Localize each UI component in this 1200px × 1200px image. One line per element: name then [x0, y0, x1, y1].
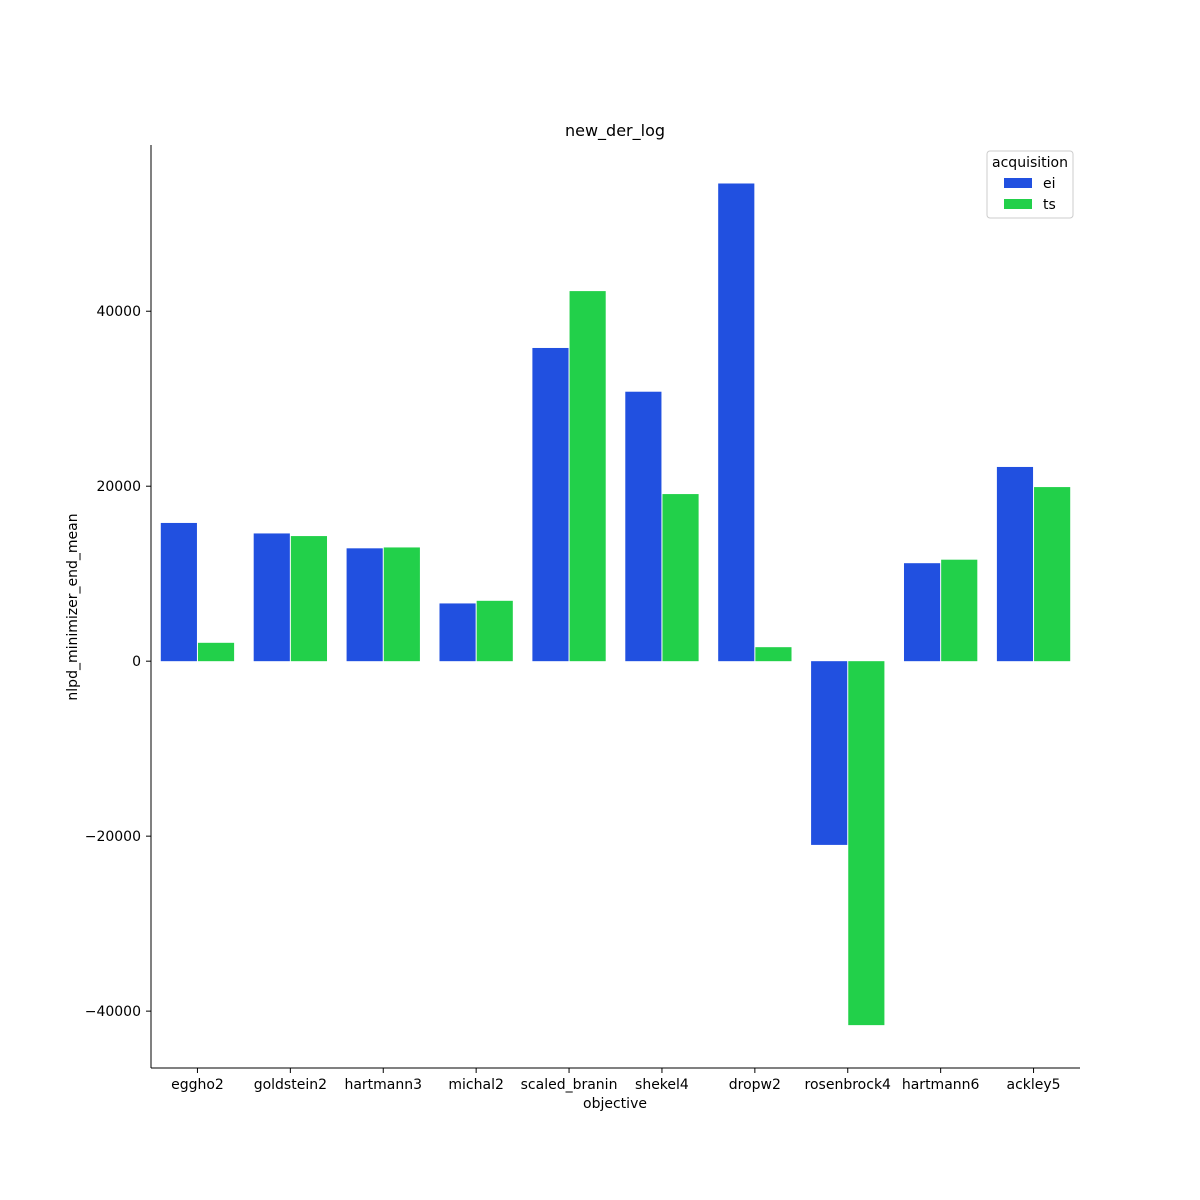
- bar-ei-rosenbrock4: [811, 661, 848, 845]
- x-tick-label: rosenbrock4: [805, 1077, 891, 1093]
- x-tick-label: goldstein2: [254, 1077, 327, 1093]
- bar-ts-ackley5: [1034, 487, 1071, 662]
- x-tick-label: eggho2: [171, 1077, 224, 1093]
- legend-swatch-ts: [1004, 199, 1032, 209]
- bars: [160, 183, 1071, 1026]
- legend-title: acquisition: [992, 155, 1068, 171]
- x-tick-label: dropw2: [729, 1077, 781, 1093]
- x-tick-label: ackley5: [1007, 1077, 1061, 1093]
- bar-ei-shekel4: [625, 391, 662, 662]
- bar-ei-dropw2: [718, 183, 755, 662]
- x-tick-label: hartmann3: [344, 1077, 422, 1093]
- bar-ts-shekel4: [662, 494, 699, 662]
- bar-ts-michal2: [476, 600, 513, 662]
- bar-ei-hartmann6: [903, 563, 941, 662]
- bar-ei-eggho2: [160, 522, 197, 662]
- y-tick-label: 0: [132, 654, 141, 670]
- legend-label-ei: ei: [1043, 176, 1056, 192]
- x-tick-label: michal2: [448, 1077, 503, 1093]
- y-tick-label: −20000: [85, 829, 141, 845]
- legend-label-ts: ts: [1043, 197, 1056, 213]
- x-ticks: eggho2 goldstein2 hartmann3 michal2 scaled_b…: [171, 1068, 1061, 1093]
- chart-title: new_der_log: [565, 121, 665, 141]
- bar-ts-eggho2: [197, 642, 235, 662]
- bar-ei-scaled_branin: [532, 347, 569, 662]
- x-tick-label: hartmann6: [902, 1077, 980, 1093]
- bar-ei-goldstein2: [253, 533, 290, 662]
- y-axis-label: nlpd_minimizer_end_mean: [65, 513, 81, 700]
- bar-ei-hartmann3: [346, 548, 383, 662]
- axes: [150, 145, 1080, 1069]
- bar-ei-ackley5: [996, 466, 1034, 662]
- y-tick-label: 20000: [96, 479, 141, 495]
- bar-ts-goldstein2: [290, 536, 328, 662]
- bar-ts-rosenbrock4: [848, 661, 885, 1026]
- bar-ei-michal2: [439, 603, 476, 662]
- bar-ts-hartmann3: [383, 547, 420, 662]
- x-tick-label: shekel4: [635, 1077, 689, 1093]
- bar-ts-hartmann6: [941, 559, 978, 662]
- legend-swatch-ei: [1004, 178, 1032, 188]
- bar-ts-dropw2: [755, 647, 792, 662]
- y-tick-label: −40000: [85, 1004, 141, 1020]
- legend: acquisition ei ts: [986, 150, 1074, 219]
- x-axis-label: objective: [583, 1096, 647, 1112]
- bar-ts-scaled_branin: [569, 291, 606, 662]
- y-ticks: −40000 −20000 0 20000 40000: [85, 304, 151, 1020]
- x-tick-label: scaled_branin: [521, 1077, 618, 1093]
- y-tick-label: 40000: [96, 304, 141, 320]
